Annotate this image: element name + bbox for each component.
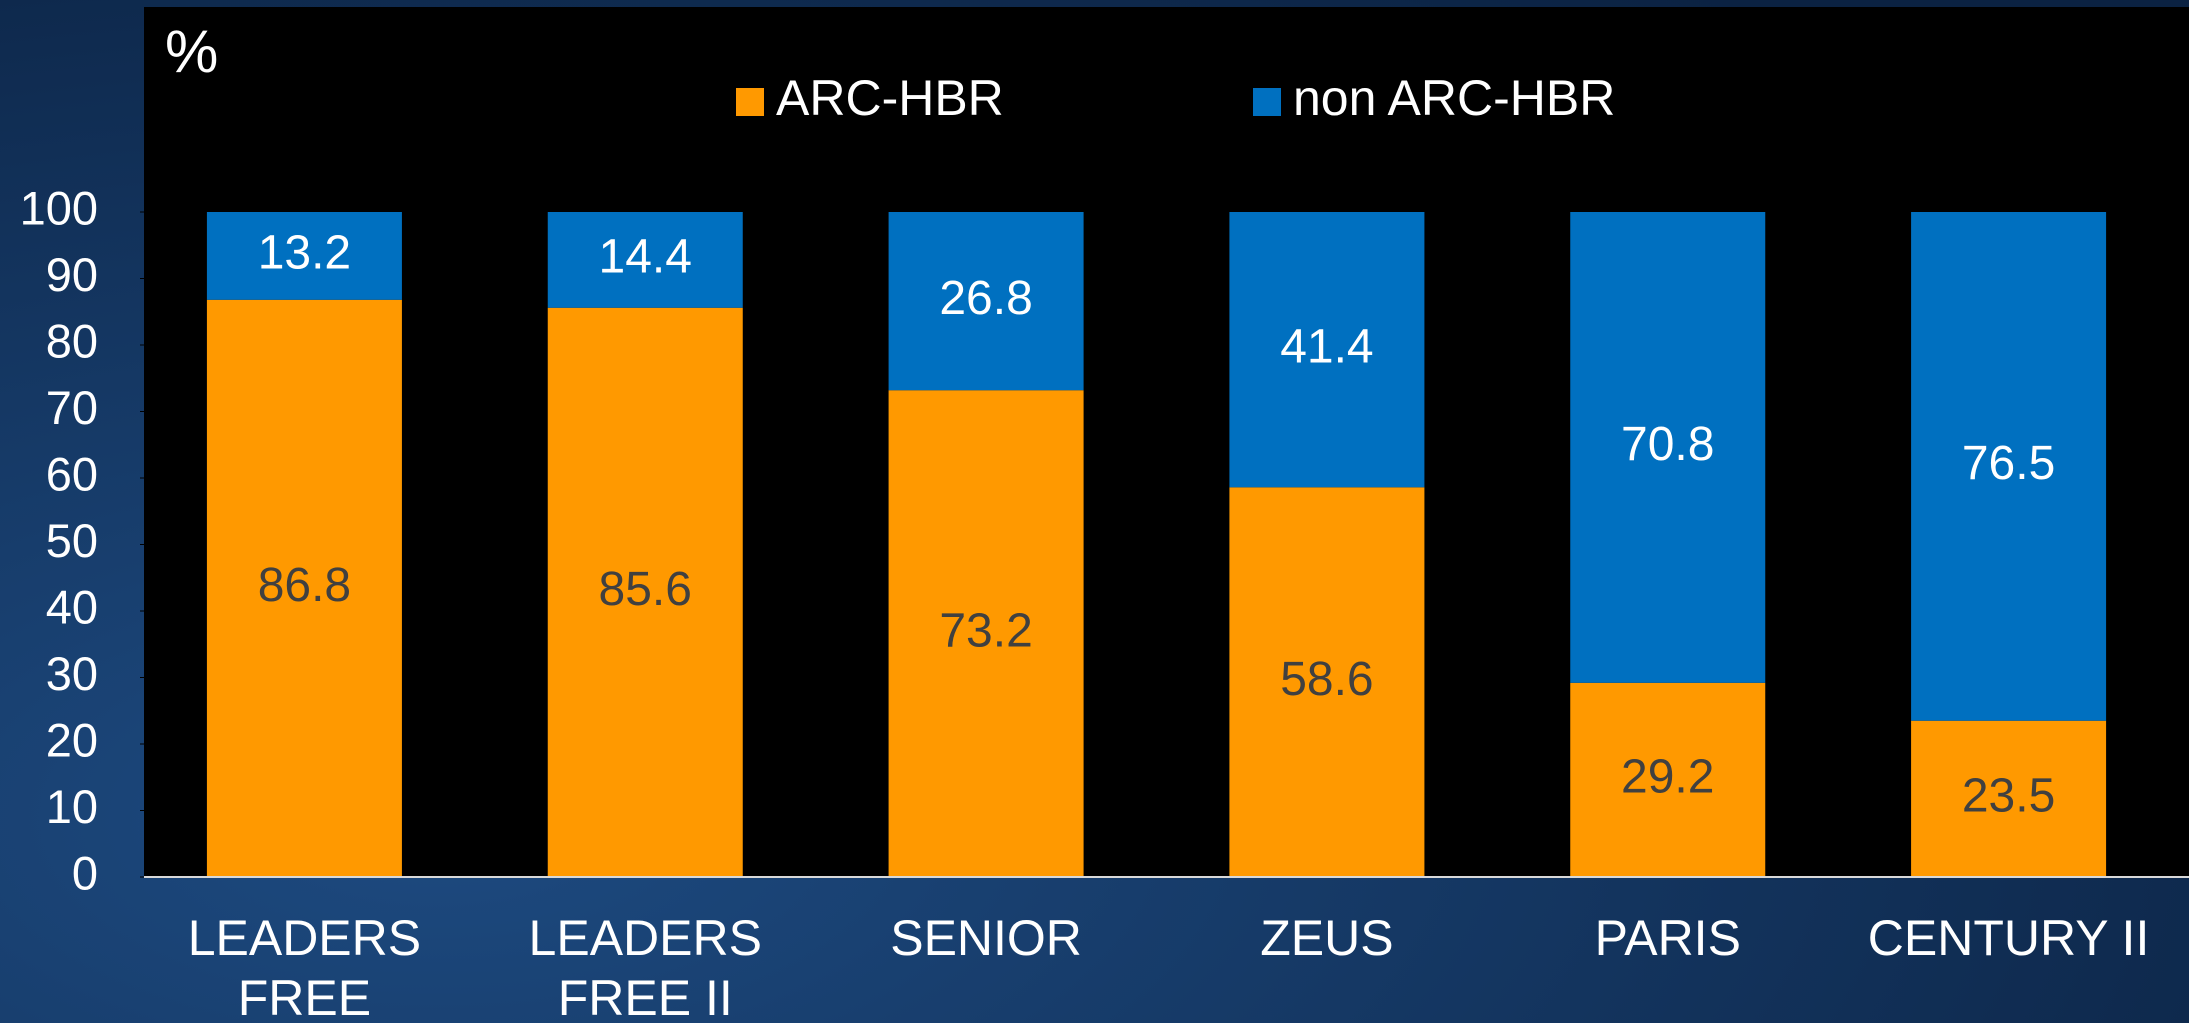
bar-segment [547,212,743,308]
bar-segment [547,307,743,877]
data-label: 70.8 [1621,418,1714,471]
y-tick-label: 70 [46,381,98,434]
x-tick-label: LEADERS [529,910,762,966]
data-label: 76.5 [1962,437,2055,490]
y-tick-label: 40 [46,580,98,633]
y-axis-label: % [165,18,218,85]
legend-swatch [1253,88,1281,116]
bar-segment [1911,720,2107,877]
bar-segment [1229,487,1425,877]
bar-segment [206,299,402,877]
y-tick-label: 0 [72,846,98,899]
bar-segment [888,212,1084,391]
data-label: 14.4 [599,231,692,284]
y-tick-label: 100 [20,181,98,234]
data-label: 41.4 [1280,320,1373,373]
data-label: 13.2 [258,227,351,280]
x-tick-label: FREE [238,970,371,1023]
data-label: 58.6 [1280,653,1373,706]
y-tick-label: 10 [46,780,98,833]
bar-segment [1570,212,1766,683]
bar-segment [1570,682,1766,877]
x-tick-label: SENIOR [890,910,1082,966]
y-tick-label: 20 [46,713,98,766]
plot-area [144,7,2189,877]
x-tick-label: CENTURY II [1868,910,2150,966]
y-tick-label: 90 [46,248,98,301]
y-tick-label: 60 [46,447,98,500]
data-label: 29.2 [1621,751,1714,804]
data-label: 23.5 [1962,770,2055,823]
legend-swatch [736,88,764,116]
bar-segment [1911,212,2107,721]
x-tick-label: LEADERS [188,910,421,966]
x-tick-label: ZEUS [1260,910,1393,966]
legend-label: ARC-HBR [776,70,1004,126]
bar-segment [888,390,1084,877]
y-tick-label: 50 [46,514,98,567]
y-tick-label: 80 [46,314,98,367]
bar-segment [206,212,402,300]
data-label: 73.2 [939,604,1032,657]
data-label: 85.6 [599,563,692,616]
y-tick-label: 30 [46,647,98,700]
x-tick-label: FREE II [558,970,733,1023]
legend-label: non ARC-HBR [1293,70,1615,126]
data-label: 26.8 [939,272,1032,325]
x-tick-label: PARIS [1595,910,1741,966]
data-label: 86.8 [258,559,351,612]
bar-segment [1229,212,1425,488]
